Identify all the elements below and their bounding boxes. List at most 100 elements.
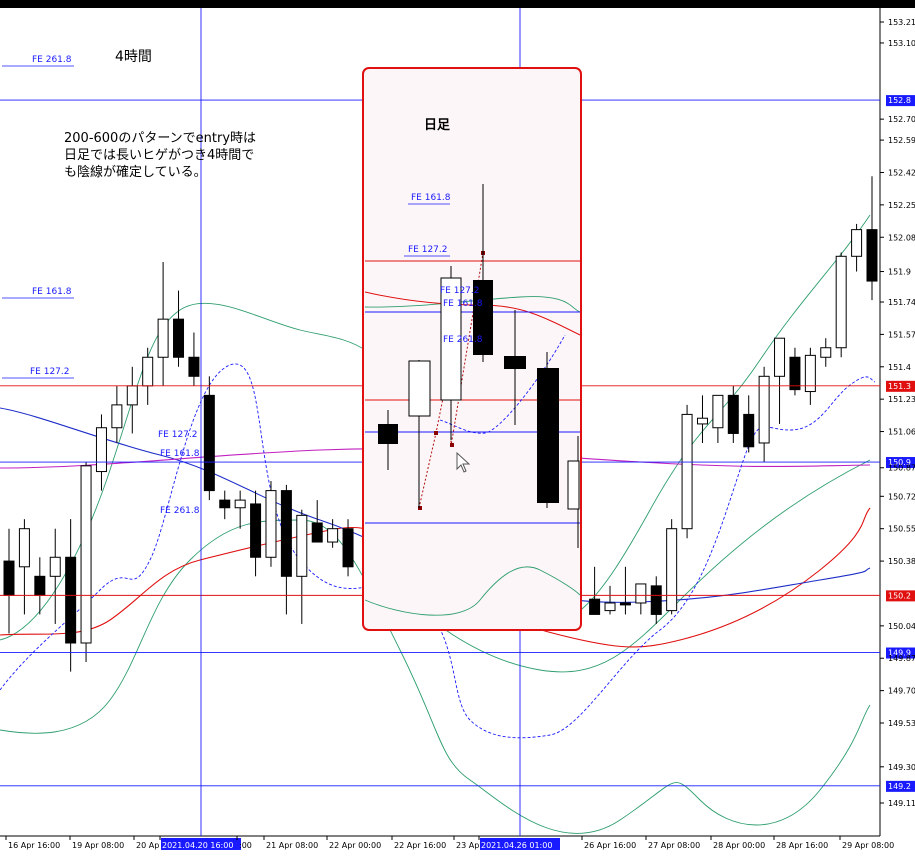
timeframe-label: 4時間 [115,49,152,65]
time-axis [0,836,880,866]
candle-bear [342,528,354,568]
candles [3,176,878,672]
candle-bear [789,356,801,391]
price-tick-label: 151.4 [888,363,911,372]
price-marker-box [886,457,915,469]
time-marker-box [161,838,241,850]
candle-bull [835,255,847,349]
candle-bull [126,385,138,406]
bollinger-lower [0,519,871,834]
price-tick-label: 151.74 [888,298,915,307]
price-marker-box [886,647,915,659]
price-marker-label: 150.2 [888,591,911,600]
price-marker-label: 151.3 [888,382,911,391]
price-axis [880,8,915,866]
time-labels: 16 Apr 16:00 19 Apr 08:00 20 Ap 2021.04.20 … [5,836,894,850]
inset-title: 日足 [424,118,451,133]
note-line-3: も陰線が確定している。 [64,164,207,180]
price-marker-box [886,590,915,602]
price-marker-label: 150.9 [888,458,911,467]
candle-bear [188,356,200,377]
time-tick-label: 28 Apr 16:00 [776,841,828,850]
candle-bull [296,514,308,577]
fe-label: FE 127.2 [158,430,198,440]
fe-label: FE 127.2 [30,367,70,377]
price-tick-label: 150.72 [888,492,915,501]
candle-bull [49,556,61,577]
candle-bear [743,413,755,448]
inset-bb-lower [364,566,581,616]
time-tick-label: 28 Apr 00:00 [713,841,765,850]
time-marker-box [480,838,560,850]
inset-frame [362,67,582,631]
note-line-1: 200-600のパターンでentry時は [64,131,256,146]
candle-bear [65,556,77,644]
candle-bull [80,465,92,644]
inset-fe-label: FE 127.2 [440,286,480,296]
inset-point [418,506,422,510]
time-tick-label: 19 Apr 08:00 [72,841,124,850]
inset-candle [408,360,431,417]
candle-bear [3,560,15,596]
candle-bear [650,585,662,615]
price-tick-label: 150.04 [888,622,915,631]
price-tick-label: 153.21 [888,18,915,27]
time-tick-label: 27 Apr 08:00 [648,841,700,850]
candle-bear [280,490,292,577]
price-marker-box [886,780,915,792]
candle-bull [820,347,832,358]
fe-label: FE 261.8 [32,55,72,65]
fe-label: FE 261.8 [160,506,200,516]
candle-bear [34,575,46,596]
daily-inset: 日足 FE 161.8 FE 127.2 FE 127.2 FE 161.8 F… [362,67,582,631]
candle-bear [866,229,878,282]
price-marker-box [886,380,915,392]
time-tick-label: 16 Apr 16:00 [8,841,60,850]
note-line-2: 日足では長いヒゲがつき4時間で [64,148,254,163]
candle-bear [203,394,215,492]
price-tick-label: 151.23 [888,395,915,404]
price-tick-label: 149.53 [888,719,915,728]
price-marker-label: 149.2 [888,782,911,791]
candle-bull [142,356,154,387]
candle-bull [157,318,169,358]
price-tick-label: 149.30 [888,763,915,772]
price-tick-label: 152.42 [888,168,915,177]
mouse-cursor-icon [456,451,471,473]
inset-bb-upper [364,296,581,313]
time-tick-label: 23 Ap [456,841,479,850]
price-tick-label: 151.57 [888,330,915,339]
candle-bear [589,598,601,615]
candle-bull [111,404,123,429]
price-tick-label: 150.38 [888,557,915,566]
time-marker-label: 2021.04.26 01:00 [481,841,552,850]
price-tick-label: 149.11 [888,799,915,808]
candle-bull [18,528,30,568]
inset-fe-label: FE 161.8 [411,193,451,203]
candle-bull [681,413,693,530]
inset-candle [440,277,462,401]
inset-fe-label: FE 127.2 [408,245,448,255]
price-tick-label: 152.59 [888,136,915,145]
time-tick-label: 21 Apr 08:00 [266,841,318,850]
candle-bear [619,602,631,606]
candle-bull [696,417,708,425]
candle-bear [219,499,231,509]
inset-point [434,431,438,435]
price-tick-label: 152.70 [888,115,915,124]
time-tick-label: 22 Apr 00:00 [329,841,381,850]
candle-bear [250,503,262,558]
time-tick-label: 26 Apr 16:00 [584,841,636,850]
inset-fe-label: FE 161.8 [443,299,483,309]
inset-candle [567,460,580,510]
price-tick-label: 153.10 [888,39,915,48]
candle-bull [804,354,816,393]
price-tick-label: 152.25 [888,201,915,210]
fe-label: FE 161.8 [32,287,72,297]
candle-bull [234,499,246,509]
price-tick-label: 149.70 [888,687,915,696]
time-tick-label: 22 Apr 16:00 [394,841,446,850]
candle-bull [712,394,724,429]
inset-candle [537,368,559,503]
